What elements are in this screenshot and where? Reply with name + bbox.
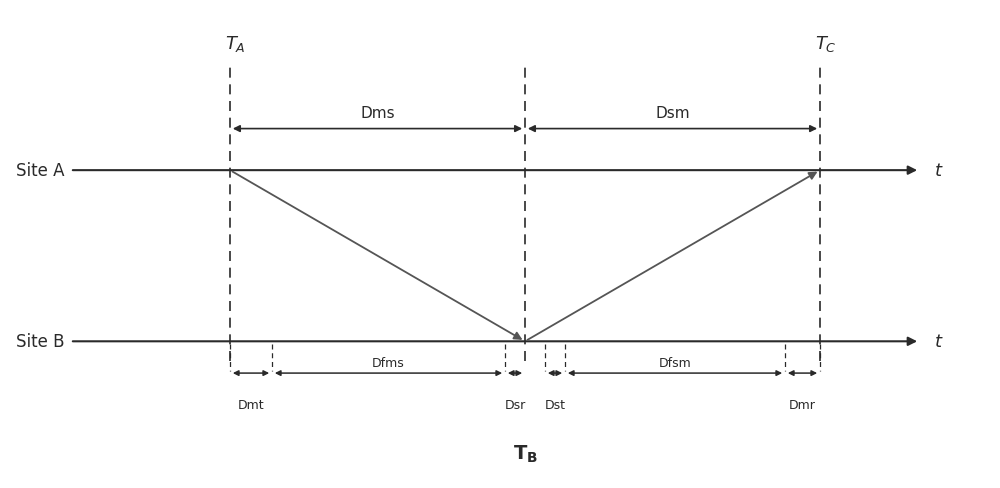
Text: Dmt: Dmt xyxy=(238,398,264,411)
Text: Dmr: Dmr xyxy=(789,398,816,411)
Text: t: t xyxy=(935,162,942,180)
Text: Dms: Dms xyxy=(360,105,395,121)
Text: $T_A$: $T_A$ xyxy=(225,34,246,54)
Text: Dst: Dst xyxy=(544,398,565,411)
Text: Dfsm: Dfsm xyxy=(659,356,691,369)
Text: $\mathbf{T_B}$: $\mathbf{T_B}$ xyxy=(513,442,537,464)
Text: Dsr: Dsr xyxy=(504,398,526,411)
Text: Dsm: Dsm xyxy=(655,105,690,121)
Text: Site A: Site A xyxy=(16,162,65,180)
Text: Dfms: Dfms xyxy=(372,356,405,369)
Text: t: t xyxy=(935,333,942,350)
Text: Site B: Site B xyxy=(16,333,65,350)
Text: $T_C$: $T_C$ xyxy=(815,34,837,54)
